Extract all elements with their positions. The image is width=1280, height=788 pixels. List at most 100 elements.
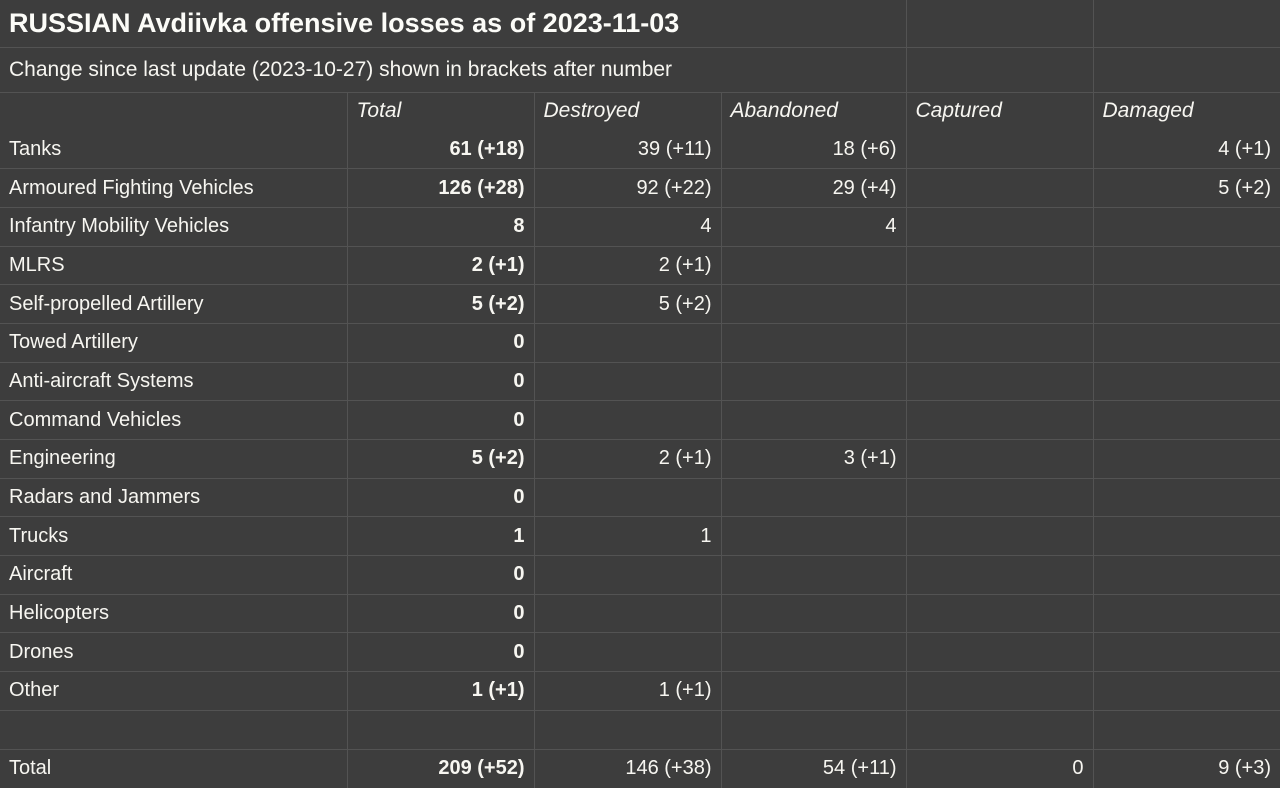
cell-abandoned: 29 (+4)	[721, 168, 907, 208]
cell-damaged	[1093, 632, 1280, 673]
cell-captured	[906, 323, 1094, 363]
cell-captured	[906, 555, 1094, 595]
row-label: Engineering	[0, 439, 348, 479]
cell-abandoned	[721, 632, 907, 673]
table-row: Self-propelled Artillery 5 (+2) 5 (+2)	[0, 284, 1280, 324]
table-row: Towed Artillery 0	[0, 323, 1280, 363]
cell-abandoned	[721, 400, 907, 440]
cell-damaged	[1093, 207, 1280, 247]
cell-abandoned	[721, 594, 907, 634]
cell-abandoned	[721, 362, 907, 402]
cell-captured	[906, 632, 1094, 673]
row-label	[0, 710, 348, 750]
cell-damaged: 5 (+2)	[1093, 168, 1280, 208]
table-row: Armoured Fighting Vehicles 126 (+28) 92 (+…	[0, 168, 1280, 208]
cell-abandoned: 4	[721, 207, 907, 247]
table-row: Tanks 61 (+18) 39 (+11) 18 (+6) 4 (+1)	[0, 130, 1280, 170]
cell-abandoned: 18 (+6)	[721, 130, 907, 170]
cell-captured	[906, 168, 1094, 208]
cell-captured	[906, 130, 1094, 170]
cell-total: 5 (+2)	[347, 439, 535, 479]
cell-damaged	[1093, 516, 1280, 557]
row-label: Radars and Jammers	[0, 478, 348, 518]
cell-destroyed	[534, 594, 722, 634]
row-label: Aircraft	[0, 555, 348, 595]
page-subtitle: Change since last update (2023-10-27) sh…	[0, 47, 907, 93]
cell-total: 0	[347, 478, 535, 518]
empty-cell	[1093, 47, 1280, 93]
spacer-row	[0, 710, 1280, 750]
column-header-abandoned: Abandoned	[721, 92, 907, 130]
cell-total: 1	[347, 516, 535, 557]
title-row: RUSSIAN Avdiivka offensive losses as of …	[0, 0, 1280, 48]
table-row: Trucks 1 1	[0, 516, 1280, 557]
cell-abandoned	[721, 710, 907, 750]
cell-captured	[906, 516, 1094, 557]
cell-abandoned	[721, 246, 907, 286]
row-label: Anti-aircraft Systems	[0, 362, 348, 402]
cell-captured	[906, 671, 1094, 711]
cell-damaged	[1093, 555, 1280, 595]
cell-abandoned	[721, 516, 907, 557]
cell-total: 8	[347, 207, 535, 247]
cell-damaged	[1093, 478, 1280, 518]
total-row: Total 209 (+52) 146 (+38) 54 (+11) 0 9 (+3)	[0, 749, 1280, 788]
cell-destroyed: 39 (+11)	[534, 130, 722, 170]
page-title: RUSSIAN Avdiivka offensive losses as of …	[0, 0, 907, 48]
cell-destroyed: 2 (+1)	[534, 246, 722, 286]
cell-total: 0	[347, 400, 535, 440]
cell-destroyed	[534, 555, 722, 595]
cell-damaged	[1093, 671, 1280, 711]
cell-captured	[906, 439, 1094, 479]
cell-abandoned	[721, 323, 907, 363]
cell-damaged	[1093, 594, 1280, 634]
cell-damaged	[1093, 246, 1280, 286]
cell-destroyed: 146 (+38)	[534, 749, 722, 788]
table-row: Drones 0	[0, 632, 1280, 673]
cell-damaged	[1093, 710, 1280, 750]
cell-total: 0	[347, 362, 535, 402]
cell-total: 209 (+52)	[347, 749, 535, 788]
cell-total: 126 (+28)	[347, 168, 535, 208]
cell-captured: 0	[906, 749, 1094, 788]
cell-total: 0	[347, 632, 535, 673]
row-label: Total	[0, 749, 348, 788]
cell-total: 2 (+1)	[347, 246, 535, 286]
table-row: Infantry Mobility Vehicles 8 4 4	[0, 207, 1280, 247]
cell-total: 5 (+2)	[347, 284, 535, 324]
row-label: Helicopters	[0, 594, 348, 634]
cell-abandoned	[721, 555, 907, 595]
cell-captured	[906, 207, 1094, 247]
cell-destroyed: 2 (+1)	[534, 439, 722, 479]
cell-destroyed: 5 (+2)	[534, 284, 722, 324]
cell-total: 61 (+18)	[347, 130, 535, 170]
table-row: Command Vehicles 0	[0, 400, 1280, 440]
column-header-captured: Captured	[906, 92, 1094, 130]
cell-captured	[906, 594, 1094, 634]
row-label: Tanks	[0, 130, 348, 170]
cell-destroyed: 1	[534, 516, 722, 557]
cell-destroyed: 92 (+22)	[534, 168, 722, 208]
row-label: Trucks	[0, 516, 348, 557]
empty-cell	[1093, 0, 1280, 48]
table-row: Radars and Jammers 0	[0, 478, 1280, 518]
cell-damaged: 4 (+1)	[1093, 130, 1280, 170]
cell-abandoned	[721, 478, 907, 518]
cell-abandoned: 54 (+11)	[721, 749, 907, 788]
cell-destroyed	[534, 323, 722, 363]
row-label: Command Vehicles	[0, 400, 348, 440]
cell-damaged	[1093, 362, 1280, 402]
cell-total	[347, 710, 535, 750]
cell-destroyed	[534, 710, 722, 750]
column-header-total: Total	[347, 92, 535, 130]
row-label: Drones	[0, 632, 348, 673]
cell-abandoned	[721, 284, 907, 324]
cell-total: 0	[347, 594, 535, 634]
cell-total: 1 (+1)	[347, 671, 535, 711]
cell-captured	[906, 710, 1094, 750]
row-label: Self-propelled Artillery	[0, 284, 348, 324]
table-row: Aircraft 0	[0, 555, 1280, 595]
cell-destroyed: 1 (+1)	[534, 671, 722, 711]
cell-abandoned	[721, 671, 907, 711]
